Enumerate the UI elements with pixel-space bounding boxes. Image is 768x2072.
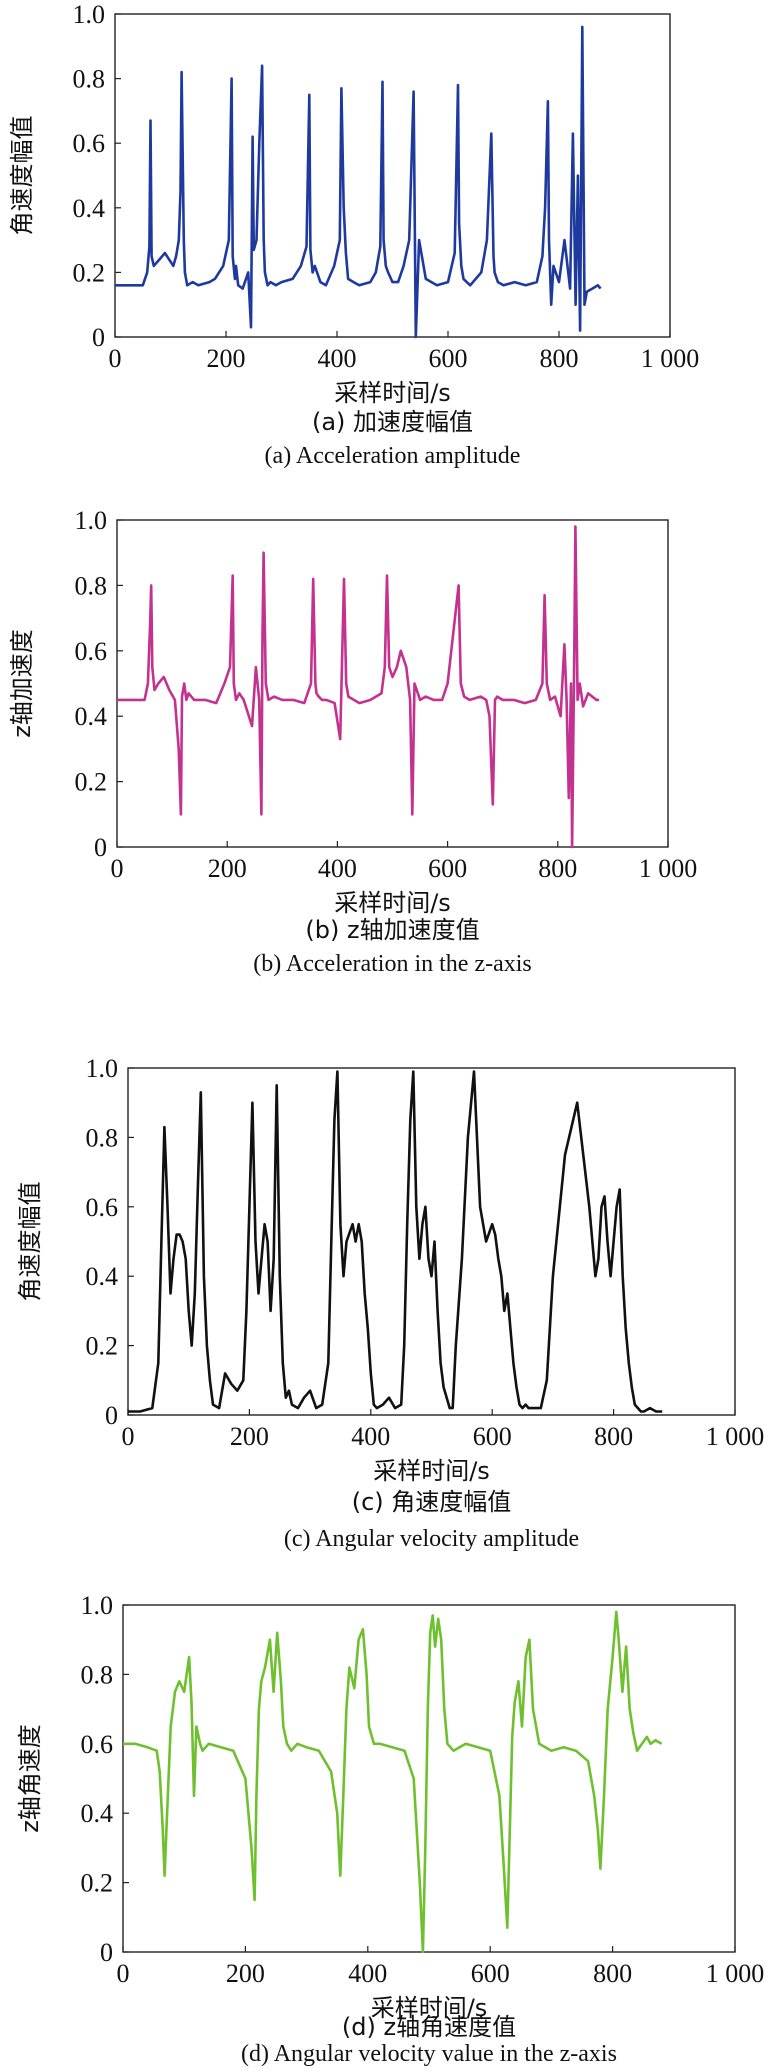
y-tick-label: 0.8 (81, 1660, 114, 1689)
x-tick-label: 200 (230, 1422, 269, 1451)
caption-en: (a) Acceleration amplitude (265, 443, 521, 469)
y-tick-label: 0.8 (75, 571, 108, 600)
chart-c: 0 200 400 600 800 1 000 0 0.2 0.4 0.6 0.8 1.0 采样时间/s… (16, 1054, 764, 1552)
y-tick-label: 0.6 (73, 129, 106, 158)
y-tick-label: 0.2 (86, 1332, 119, 1361)
x-tick-label: 600 (473, 1422, 512, 1451)
x-tick-label: 200 (207, 344, 246, 373)
y-axis-label: z轴加速度 (8, 629, 36, 738)
x-tick-label: 1 000 (639, 854, 698, 883)
x-tick-label: 1 000 (706, 1422, 765, 1451)
x-tick-label: 400 (318, 344, 357, 373)
x-tick-label: 800 (538, 854, 577, 883)
y-tick-label: 0 (105, 1401, 118, 1430)
x-axis-label: 采样时间/s (371, 1994, 488, 2022)
caption-en: (c) Angular velocity amplitude (284, 1526, 579, 1552)
plot-frame (127, 1067, 736, 1416)
chart-d: 0 200 400 600 800 1 000 0 0.2 0.4 0.6 0.8 1.0 采样时间/s… (16, 1591, 764, 2067)
plot-frame (114, 13, 671, 338)
x-tick-label: 800 (540, 344, 579, 373)
y-tick-label: 0.6 (75, 637, 108, 666)
y-tick-label: 0.4 (75, 702, 108, 731)
caption-cn: (d) z轴角速度值 (342, 2013, 516, 2041)
y-tick-label: 0.2 (81, 1869, 114, 1898)
x-axis-label: 采样时间/s (373, 1457, 490, 1485)
caption-en: (d) Angular velocity value in the z-axis (241, 2041, 617, 2067)
x-tick-label: 1 000 (706, 1959, 765, 1988)
x-tick-label: 600 (429, 344, 468, 373)
y-tick-label: 1.0 (81, 1591, 114, 1620)
y-tick-label: 0.8 (73, 65, 106, 94)
series-line (117, 525, 600, 849)
x-tick-label: 600 (428, 854, 467, 883)
x-tick-label: 400 (351, 1422, 390, 1451)
y-tick-label: 0.4 (81, 1799, 114, 1828)
y-tick-label: 0 (94, 833, 107, 862)
x-tick-label: 600 (471, 1959, 510, 1988)
y-tick-label: 1.0 (75, 506, 108, 535)
y-axis-label: z轴角速度 (16, 1724, 44, 1833)
x-tick-label: 400 (348, 1959, 387, 1988)
x-tick-label: 0 (111, 854, 124, 883)
x-tick-label: 0 (122, 1422, 135, 1451)
y-tick-label: 1.0 (73, 0, 106, 29)
chart-a: 0 200 400 600 800 1 000 0 0.2 0.4 0.6 0.8 1.0 采样时间/s… (8, 0, 699, 469)
y-tick-label: 0 (100, 1938, 113, 1967)
x-axis-label: 采样时间/s (334, 379, 451, 407)
series-line (128, 1070, 663, 1413)
y-tick-label: 0.6 (86, 1193, 119, 1222)
caption-cn: (b) z轴加速度值 (305, 916, 479, 944)
plot-frame (116, 519, 669, 848)
chart-b: 0 200 400 600 800 1 000 0 0.2 0.4 0.6 0.8 1.0 采样时间/s… (8, 506, 697, 977)
series-line (123, 1610, 663, 1954)
y-tick-label: 0.2 (73, 258, 106, 287)
x-axis-label: 采样时间/s (334, 889, 451, 917)
x-tick-label: 800 (593, 1959, 632, 1988)
y-tick-label: 0.2 (75, 768, 108, 797)
x-tick-label: 200 (208, 854, 247, 883)
y-tick-label: 0 (92, 323, 105, 352)
x-tick-label: 0 (117, 1959, 130, 1988)
x-tick-label: 200 (226, 1959, 265, 1988)
y-tick-label: 0.4 (86, 1262, 119, 1291)
x-tick-label: 800 (594, 1422, 633, 1451)
x-tick-label: 400 (318, 854, 357, 883)
plot-frame (122, 1604, 736, 1953)
y-tick-label: 0.8 (86, 1123, 119, 1152)
caption-cn: (a) 加速度幅值 (312, 408, 473, 436)
caption-cn: (c) 角速度幅值 (352, 1488, 512, 1516)
y-axis-label: 角速度幅值 (16, 1182, 44, 1302)
y-axis-label: 角速度幅值 (8, 116, 36, 236)
y-tick-label: 0.6 (81, 1730, 114, 1759)
x-tick-label: 1 000 (641, 344, 700, 373)
y-tick-label: 1.0 (86, 1054, 119, 1083)
y-tick-label: 0.4 (73, 194, 106, 223)
x-tick-label: 0 (109, 344, 122, 373)
caption-en: (b) Acceleration in the z-axis (253, 951, 532, 977)
series-line (115, 25, 602, 339)
